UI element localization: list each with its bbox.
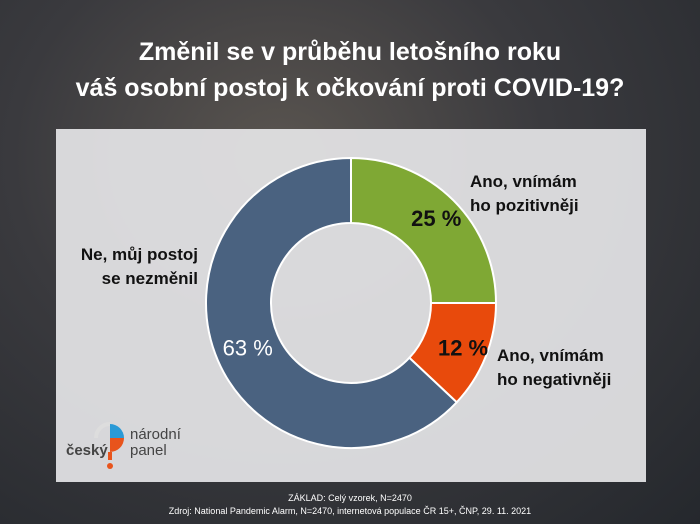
slice-positive-value-label: 25 %: [411, 206, 461, 231]
slice-unchanged-value-label: 63 %: [223, 336, 273, 361]
label-positive-line-1: Ano, vnímám: [470, 172, 577, 191]
cesky-narodni-panel-logo: český národní panel: [66, 422, 196, 472]
label-negative-line-1: Ano, vnímám: [497, 346, 604, 365]
label-unchanged: Ne, můj postoj se nezměnil: [60, 243, 198, 291]
footer-base: ZÁKLAD: Celý vzorek, N=2470: [288, 493, 412, 503]
title-line-2: váš osobní postoj k očkování proti COVID…: [75, 74, 625, 102]
label-positive: Ano, vnímám ho pozitivněji: [470, 170, 579, 218]
label-negative: Ano, vnímám ho negativněji: [497, 344, 611, 392]
slice-unchanged: [204, 156, 459, 449]
label-negative-line-2: ho negativněji: [497, 370, 612, 389]
logo-word-narodni: národní: [130, 426, 181, 443]
label-positive-line-2: ho pozitivněji: [470, 196, 579, 215]
logo-word-panel: panel: [130, 442, 167, 459]
logo-mark-icon: [94, 422, 124, 469]
title-line-1: Změnil se v průběhu letošního roku: [138, 38, 562, 66]
label-unchanged-line-1: Ne, můj postoj: [80, 245, 198, 264]
slice-negative-value-label: 12 %: [438, 335, 488, 360]
footer-source: Zdroj: National Pandemic Alarm, N=2470, …: [168, 506, 532, 516]
label-unchanged-line-2: se nezměnil: [101, 269, 198, 288]
logo-word-cesky: český: [66, 442, 108, 459]
chart-title: Změnil se v průběhu letošního roku váš o…: [0, 34, 700, 106]
slice-positive: [350, 156, 498, 304]
